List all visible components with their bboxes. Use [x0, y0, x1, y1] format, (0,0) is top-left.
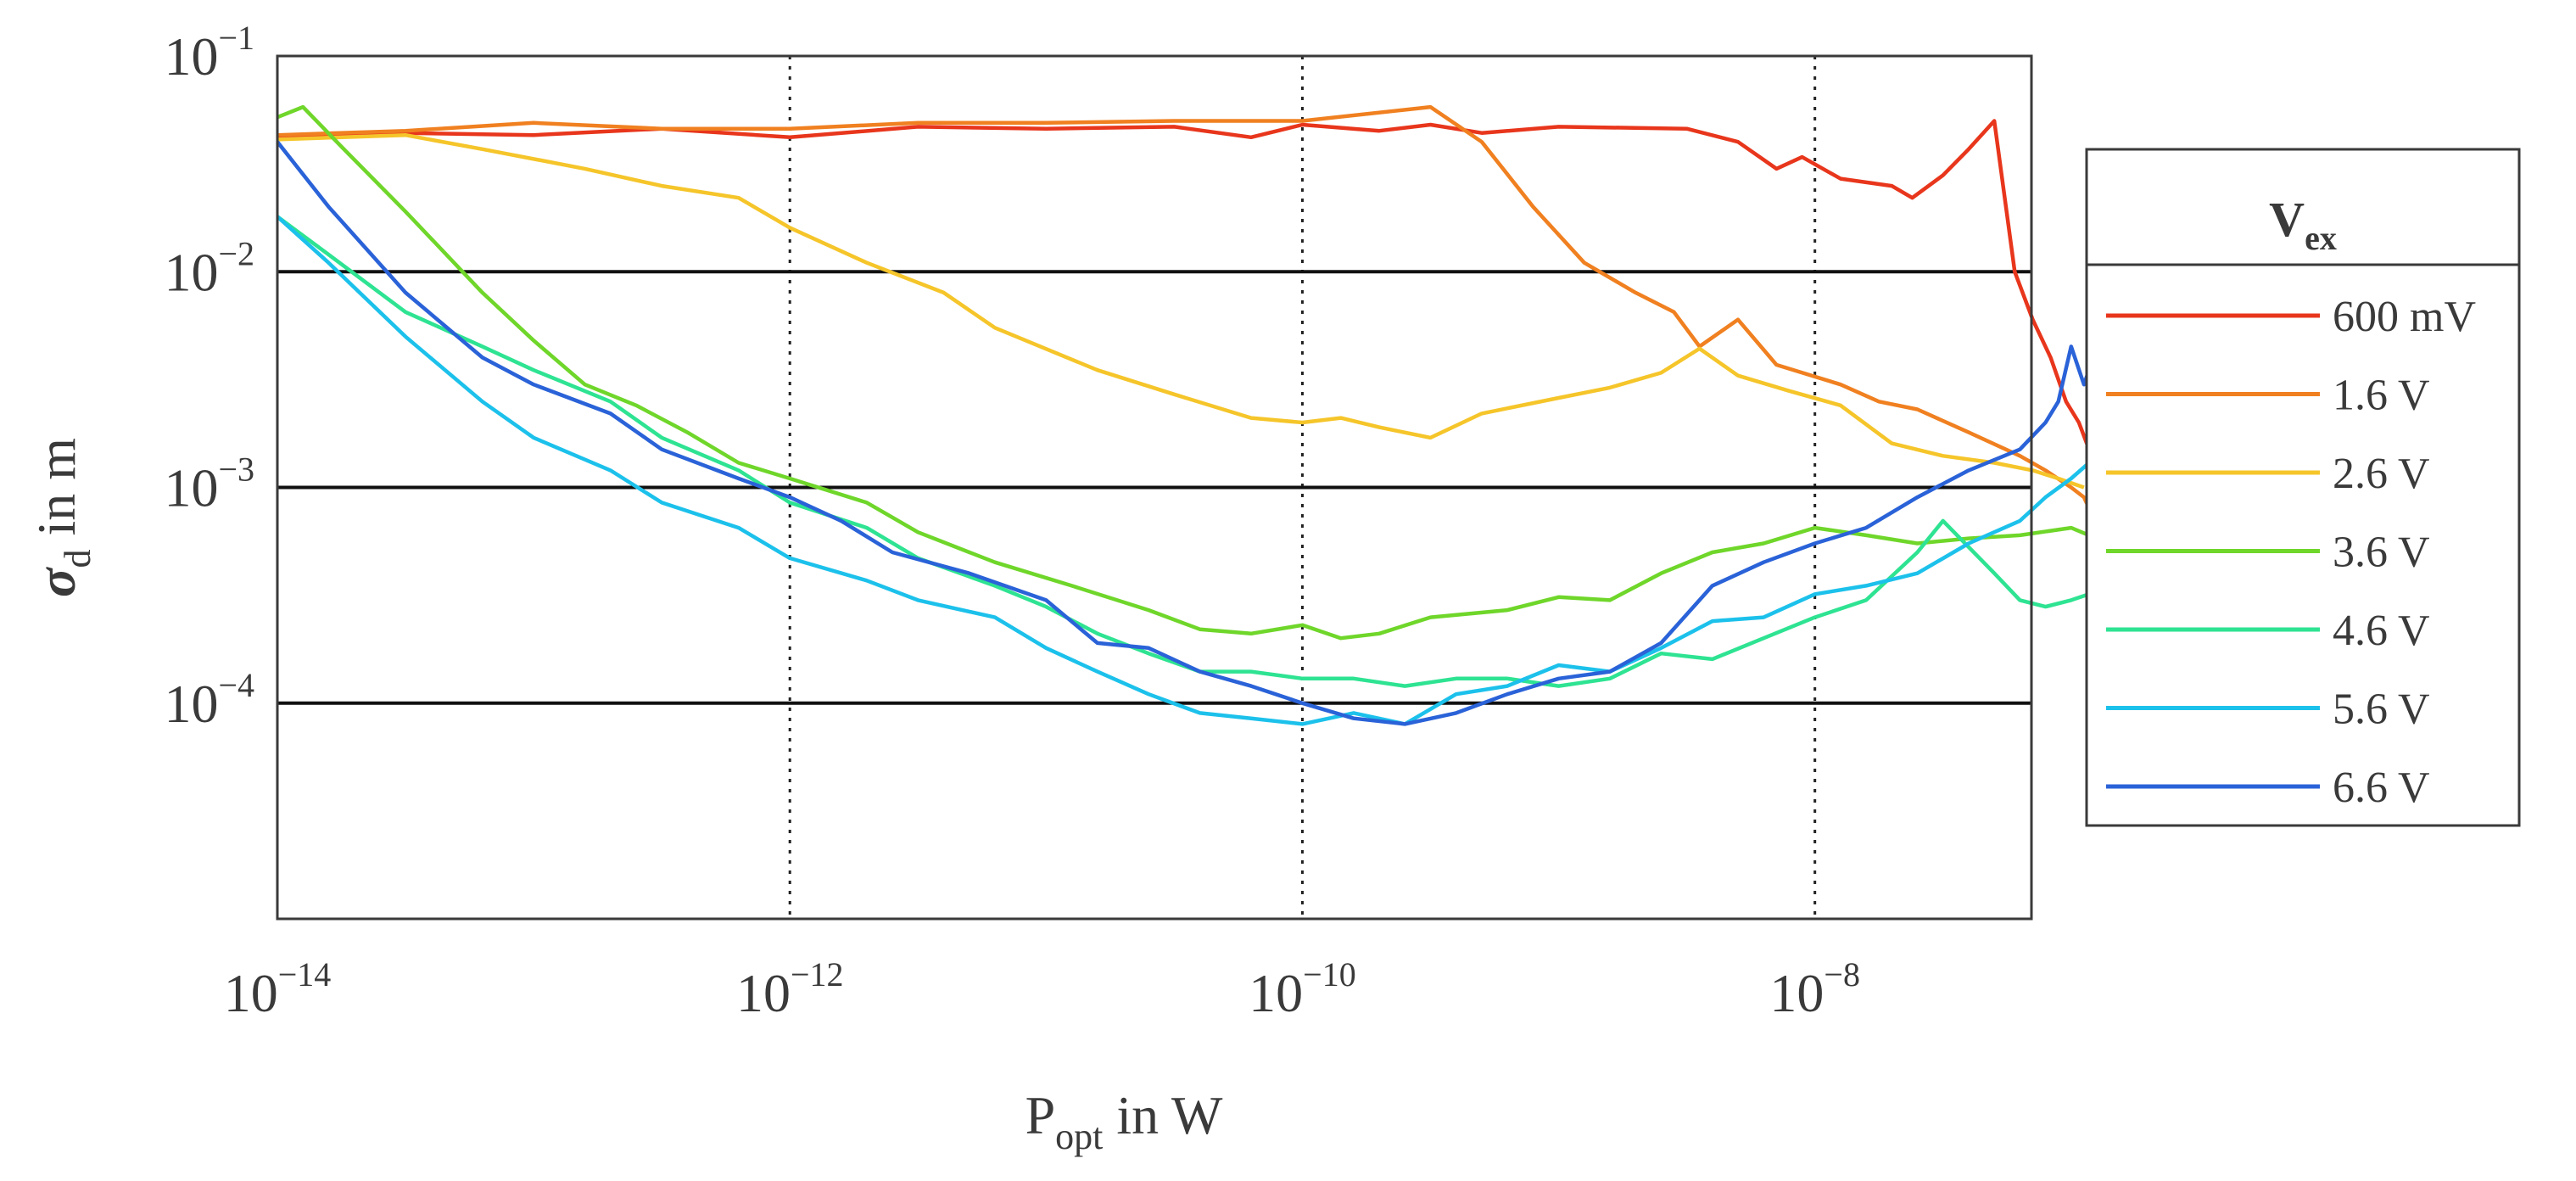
legend-entries: 600 mV 1.6 V 2.6 V 3.6 V 4.6 V 5.6 V 6.6 V [2106, 293, 2476, 812]
series-line-1 [277, 119, 2092, 451]
x-tick-label: 10−10 [1249, 955, 1356, 1023]
legend-title: Vex [2269, 192, 2337, 257]
series-layer [276, 104, 2092, 726]
y-tick-label: 10−2 [164, 234, 254, 302]
series-line-5 [276, 215, 2090, 688]
legend-label: 5.6 V [2333, 686, 2430, 734]
x-tick-label: 10−14 [224, 955, 332, 1023]
legend-box [2085, 148, 2521, 827]
legend-label: 4.6 V [2333, 607, 2430, 655]
series-line-6 [276, 215, 2091, 726]
series-line-3 [277, 132, 2085, 490]
legend-label: 3.6 V [2333, 529, 2430, 577]
legend-label: 1.6 V [2333, 372, 2430, 420]
x-axis-label: Popt in W [1025, 1085, 1223, 1157]
ticks-layer: 10−14 10−12 10−10 10−8 10−4 10−3 10−2 10−1 [164, 19, 1860, 1023]
y-tick-label: 10−3 [164, 451, 254, 518]
series-line-4 [277, 104, 2090, 641]
legend: Vex 600 mV 1.6 V 2.6 V 3.6 V 4.6 V 5.6 V 6.6 V [2085, 148, 2521, 827]
series-line-7 [276, 140, 2092, 726]
y-axis-label: σd in m [26, 438, 98, 597]
y-tick-label: 10−4 [164, 666, 254, 734]
series-line-2 [277, 104, 2091, 510]
legend-label: 2.6 V [2333, 450, 2430, 498]
x-tick-label: 10−8 [1769, 955, 1860, 1023]
legend-label: 600 mV [2333, 293, 2476, 341]
legend-label: 6.6 V [2333, 764, 2430, 812]
plot-frame [276, 54, 2033, 921]
grid-layer [277, 56, 2031, 919]
y-tick-label: 10−1 [164, 19, 254, 87]
x-tick-label: 10−12 [736, 955, 844, 1023]
